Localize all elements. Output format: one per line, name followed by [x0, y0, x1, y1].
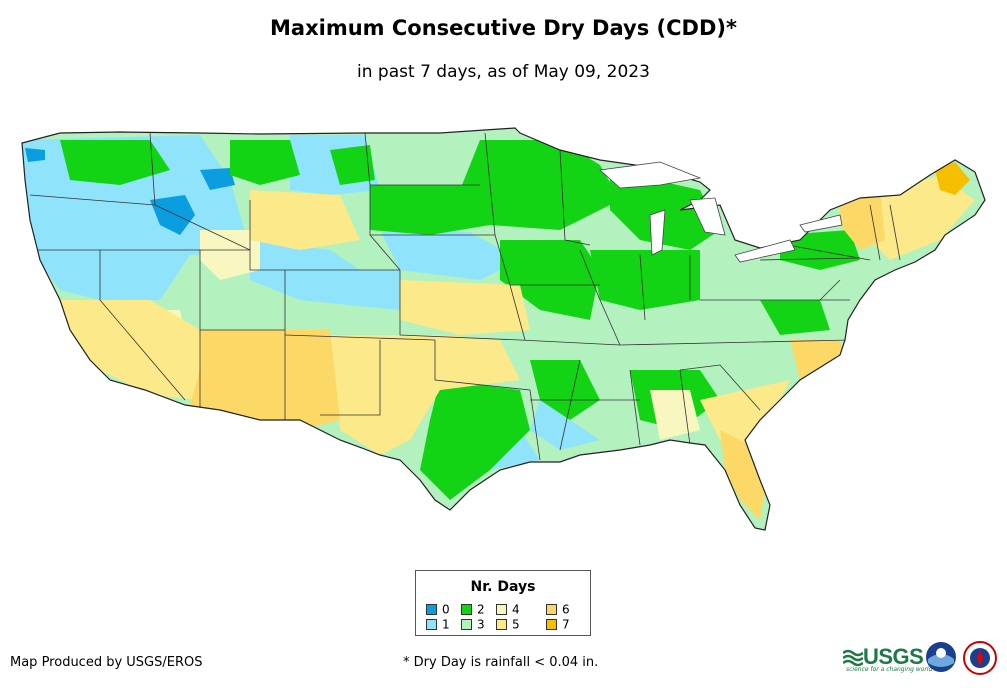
- legend-item-4: 4: [496, 603, 520, 616]
- legend-swatch: [461, 619, 472, 630]
- nws-logo: [963, 641, 997, 675]
- legend-swatch: [546, 619, 557, 630]
- credit-text: Map Produced by USGS/EROS: [10, 655, 203, 670]
- legend-label: 3: [477, 618, 485, 632]
- legend-swatch: [496, 604, 507, 615]
- footnote: * Dry Day is rainfall < 0.04 in.: [403, 655, 598, 670]
- usgs-wave-icon: [843, 649, 863, 667]
- legend-item-7: 7: [546, 618, 570, 631]
- legend-item-6: 6: [546, 603, 570, 616]
- legend-item-3: 3: [461, 618, 485, 631]
- legend-swatch: [546, 604, 557, 615]
- legend-label: 1: [442, 618, 450, 632]
- legend-label: 2: [477, 603, 485, 617]
- legend-swatch: [426, 604, 437, 615]
- legend-label: 6: [562, 603, 570, 617]
- legend-label: 5: [512, 618, 520, 632]
- legend-label: 7: [562, 618, 570, 632]
- legend-label: 4: [512, 603, 520, 617]
- legend-item-1: 1: [426, 618, 450, 631]
- legend-title: Nr. Days: [416, 579, 590, 595]
- legend-item-5: 5: [496, 618, 520, 631]
- legend-item-2: 2: [461, 603, 485, 616]
- legend-label: 0: [442, 603, 450, 617]
- dry-days-raster: [0, 120, 1007, 550]
- legend-swatch: [461, 604, 472, 615]
- legend-item-0: 0: [426, 603, 450, 616]
- legend-swatch: [426, 619, 437, 630]
- legend-swatch: [496, 619, 507, 630]
- usgs-tagline: science for a changing world: [846, 666, 932, 673]
- noaa-logo: [925, 641, 957, 673]
